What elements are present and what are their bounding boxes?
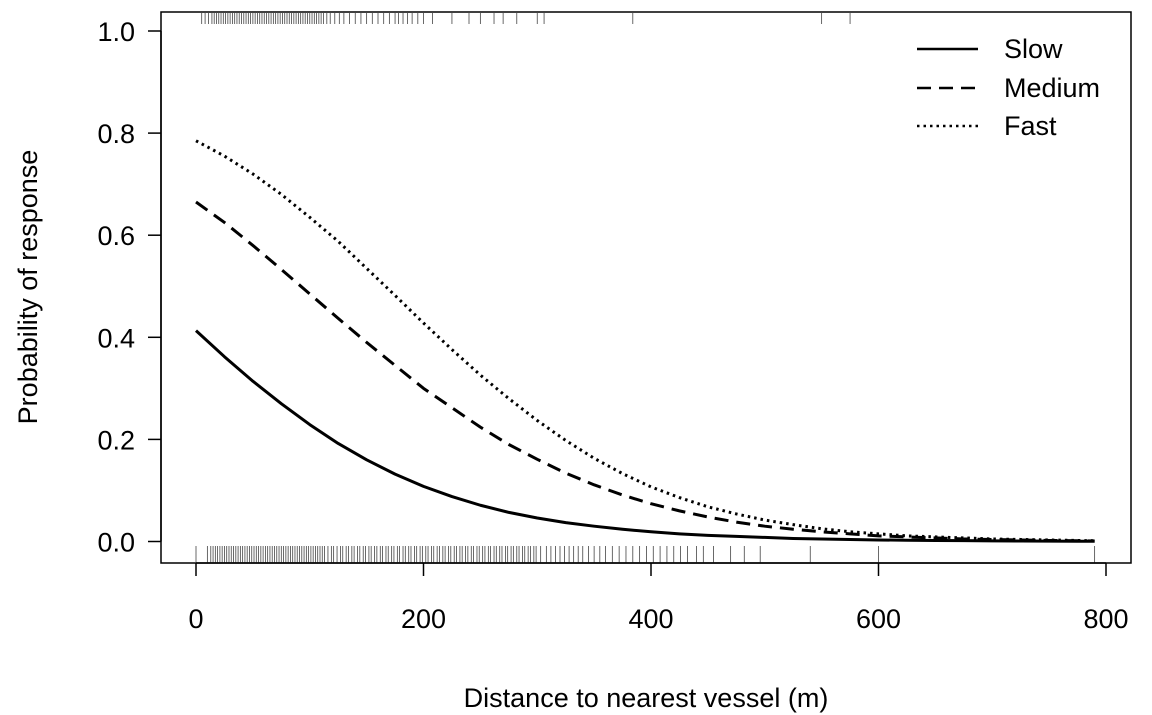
x-tick-label: 200 <box>401 604 446 634</box>
legend: Slow Medium Fast <box>917 34 1100 141</box>
series-line-fast <box>195 139 1095 543</box>
x-axis-label: Distance to nearest vessel (m) <box>464 683 829 713</box>
legend-label-fast: Fast <box>1004 111 1057 141</box>
rug-bottom <box>195 546 1096 563</box>
x-tick-label: 400 <box>628 604 673 634</box>
series-line-medium <box>195 200 1095 543</box>
y-tick-label: 0.8 <box>97 119 135 149</box>
series-layer <box>194 139 1095 543</box>
legend-label-medium: Medium <box>1004 73 1100 103</box>
legend-label-slow: Slow <box>1004 34 1063 64</box>
series-line-slow <box>194 329 1095 543</box>
y-tick-label: 0.2 <box>97 425 135 455</box>
y-axis: 0.0 0.2 0.4 0.6 0.8 1.0 <box>97 17 162 558</box>
x-tick-label: 800 <box>1083 604 1128 634</box>
y-tick-label: 0.0 <box>97 528 135 558</box>
y-tick-label: 1.0 <box>97 17 135 47</box>
y-axis-label: Probability of response <box>13 150 43 425</box>
x-tick-label: 600 <box>856 604 901 634</box>
x-tick-label: 0 <box>188 604 203 634</box>
plot-frame <box>160 11 1132 564</box>
y-tick-label: 0.6 <box>97 221 135 251</box>
y-tick-label: 0.4 <box>97 323 135 353</box>
x-axis: 0 200 400 600 800 <box>188 562 1129 634</box>
rug-top <box>201 12 851 24</box>
